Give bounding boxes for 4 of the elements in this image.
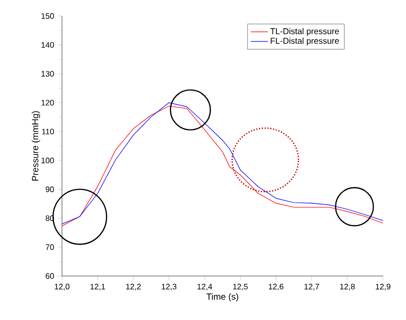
legend-label: TL-Distal pressure	[270, 28, 339, 36]
legend-label: FL-Distal pressure	[270, 38, 339, 46]
y-axis-title: Pressure (mmHg)	[32, 111, 40, 181]
x-axis-title: Time (s)	[206, 293, 238, 302]
